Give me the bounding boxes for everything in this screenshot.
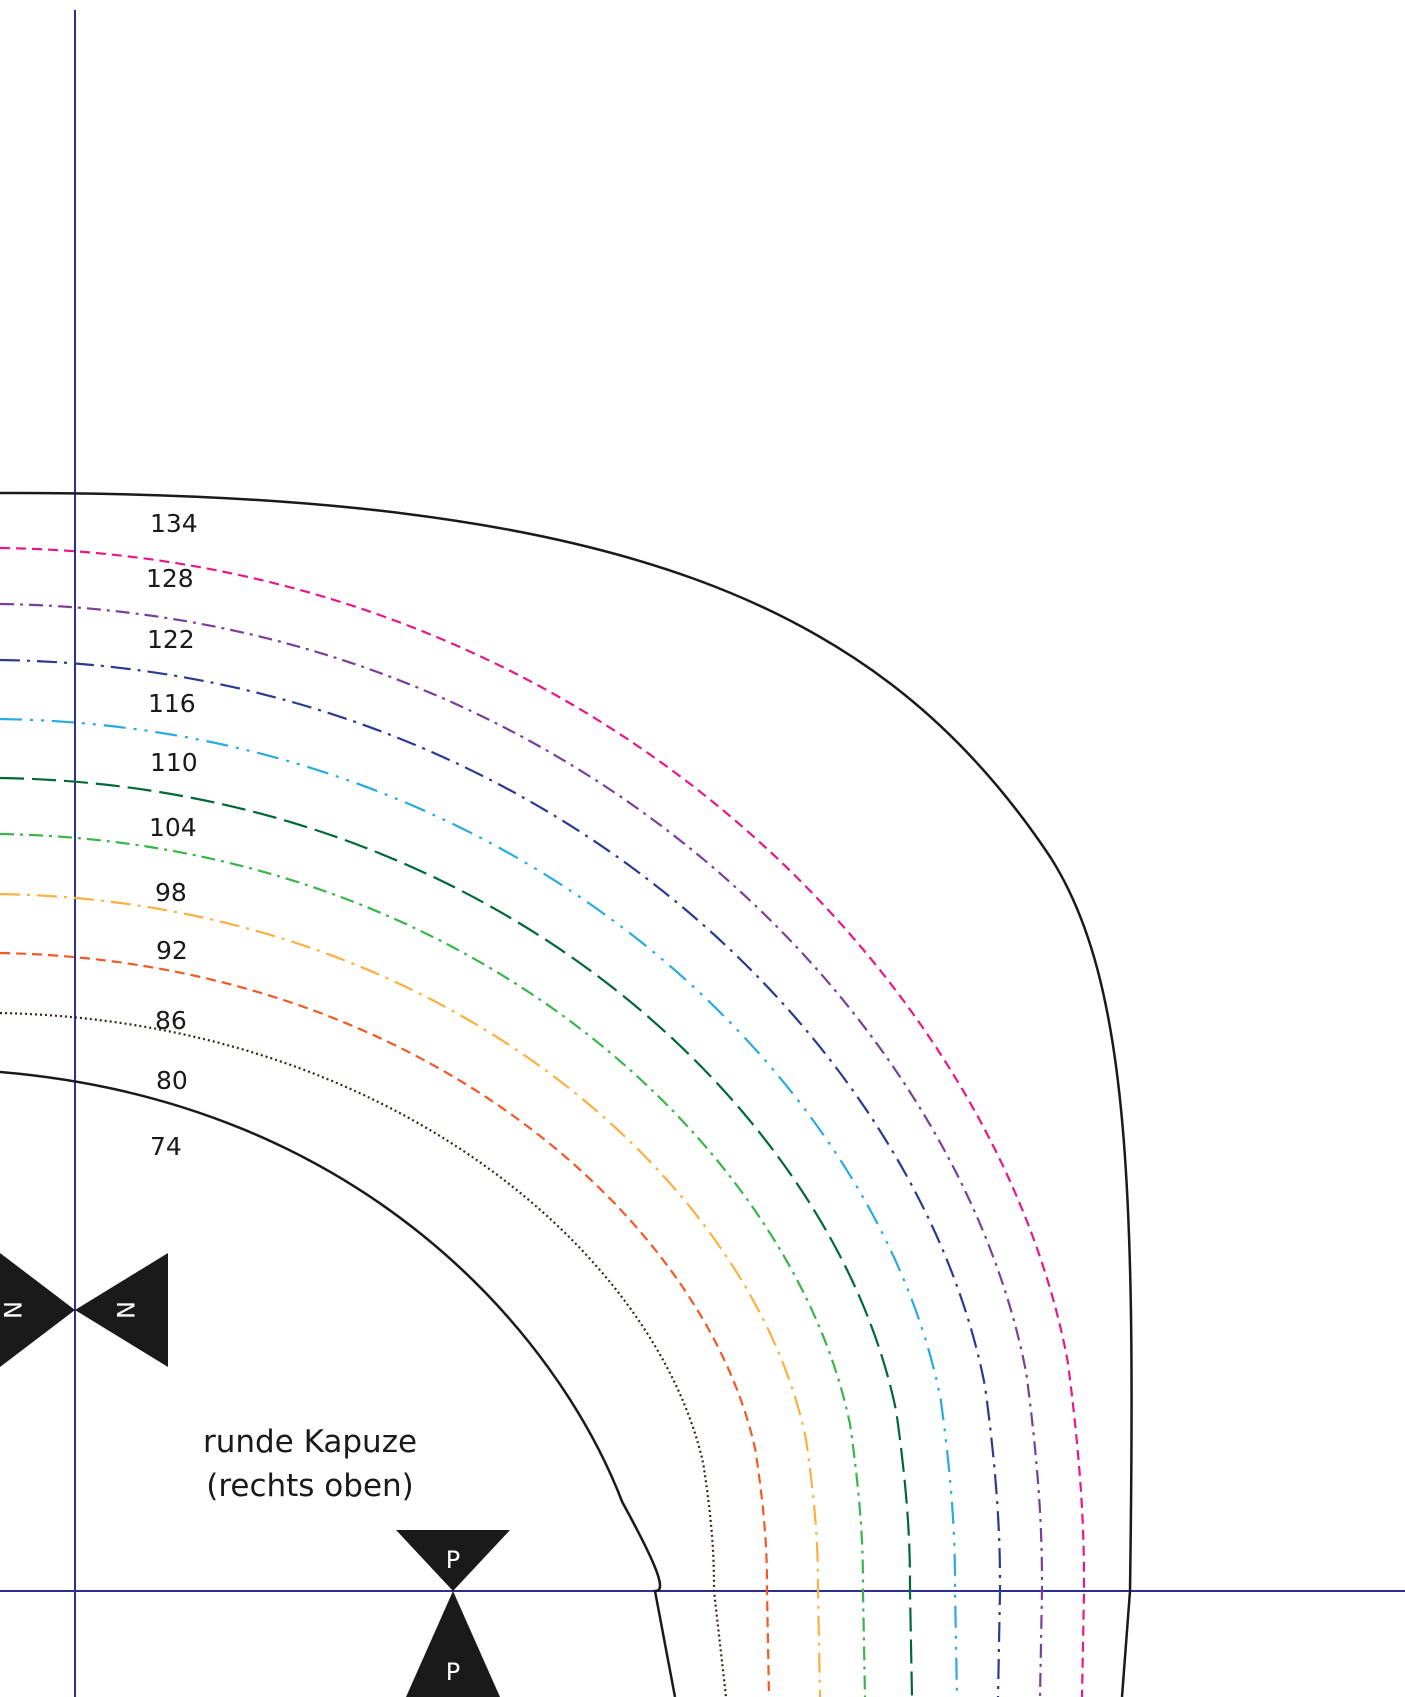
pattern-title-line2: (rechts oben): [206, 1468, 414, 1504]
size-label-86: 86: [155, 1006, 187, 1035]
pattern-title-line1: runde Kapuze: [203, 1424, 417, 1460]
notch-n-right: [75, 1253, 168, 1367]
size-label-92: 92: [156, 936, 188, 965]
notch-p-pair: P P: [396, 1530, 510, 1697]
size-curve-116: [0, 658, 1002, 1697]
size-label-98: 98: [155, 878, 187, 907]
size-curve-86: [0, 951, 771, 1697]
notch-p-bottom: [406, 1591, 500, 1697]
size-curve-110: [0, 717, 959, 1697]
size-label-80: 80: [156, 1066, 188, 1095]
size-labels: 134 128 122 116 110 104 98 92 86 80 74: [146, 509, 198, 1161]
notch-n-left-letter: N: [0, 1301, 26, 1319]
notch-n-left: [0, 1253, 75, 1367]
size-label-122: 122: [147, 625, 195, 654]
size-curve-128: [0, 546, 1086, 1697]
size-label-104: 104: [149, 813, 197, 842]
size-curve-134: [0, 491, 1133, 1697]
notch-p-bottom-letter: P: [446, 1658, 460, 1686]
size-label-128: 128: [146, 564, 194, 593]
size-label-134: 134: [150, 509, 198, 538]
size-curves: [0, 491, 1133, 1697]
notch-p-top: [396, 1530, 510, 1591]
size-curve-104: [0, 776, 914, 1697]
size-label-116: 116: [148, 689, 196, 718]
size-curve-92: [0, 892, 822, 1697]
notch-n-right-letter: N: [111, 1301, 139, 1319]
size-curve-98: [0, 832, 867, 1697]
notch-p-top-letter: P: [446, 1546, 460, 1574]
size-curve-80: [0, 1011, 728, 1697]
notch-n-pair: N N: [0, 1253, 168, 1367]
size-label-74: 74: [150, 1132, 182, 1161]
size-curve-122: [0, 602, 1044, 1697]
size-label-110: 110: [150, 748, 198, 777]
size-curve-74: [0, 1070, 677, 1697]
